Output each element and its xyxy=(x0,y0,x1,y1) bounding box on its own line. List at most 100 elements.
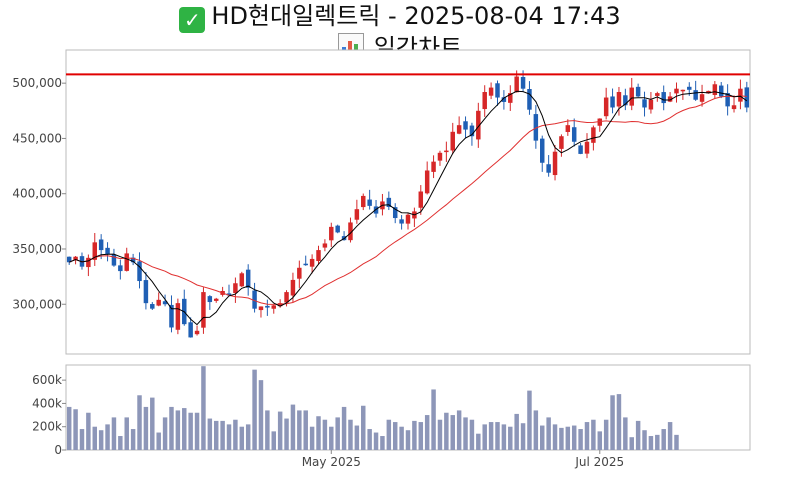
candle-body xyxy=(124,253,129,271)
volume-bar xyxy=(514,413,519,450)
chart-title-text: HD현대일렉트릭 - 2025-08-04 17:43 xyxy=(211,2,621,30)
candle-body xyxy=(66,256,72,263)
volume-bar xyxy=(361,405,366,450)
candle-body xyxy=(693,90,698,100)
candle-body xyxy=(559,136,564,149)
price-tick-label: 300,000 xyxy=(12,297,62,311)
volume-bar xyxy=(674,434,679,450)
candle-body xyxy=(201,292,206,328)
volume-bar xyxy=(182,408,187,450)
candle-body xyxy=(501,97,507,102)
volume-bar xyxy=(309,426,315,450)
volume-bar xyxy=(380,436,385,450)
volume-bar xyxy=(508,426,513,450)
volume-bar xyxy=(584,422,590,450)
candle-body xyxy=(290,279,296,296)
candle-body xyxy=(188,322,193,338)
candle-body xyxy=(616,92,622,107)
candle-body xyxy=(482,92,487,110)
volume-bar xyxy=(233,419,238,450)
candle-body xyxy=(546,164,551,173)
volume-tick-label: 200k xyxy=(32,420,62,434)
volume-bar xyxy=(226,424,232,450)
price-tick-label: 350,000 xyxy=(12,242,62,256)
candle-body xyxy=(514,76,519,93)
candle-body xyxy=(239,273,245,287)
volume-bar xyxy=(591,419,596,450)
candle-body xyxy=(424,170,430,194)
candle-body xyxy=(226,293,232,296)
candle-body xyxy=(667,96,673,102)
volume-bar xyxy=(482,424,487,450)
candle-body xyxy=(725,93,730,107)
candle-body xyxy=(418,191,424,208)
candle-body xyxy=(162,301,168,305)
candle-body xyxy=(213,298,219,301)
volume-bar xyxy=(623,417,628,450)
volume-bar xyxy=(284,418,289,450)
candle-body xyxy=(527,89,532,110)
volume-tick-label: 0 xyxy=(54,443,62,457)
candle-body xyxy=(130,257,136,263)
candle-body xyxy=(706,90,711,94)
volume-bar xyxy=(386,419,392,450)
candle-body xyxy=(680,89,686,92)
candle-body xyxy=(520,76,526,89)
candle-body xyxy=(284,292,289,303)
check-mark-icon: ✓ xyxy=(179,7,206,33)
volume-bar xyxy=(431,389,436,450)
volume-bar xyxy=(73,409,78,450)
volume-bar xyxy=(137,395,142,450)
candle-body xyxy=(118,265,123,272)
candle-body xyxy=(450,131,455,151)
volume-bar xyxy=(520,423,526,450)
candle-body xyxy=(610,96,615,108)
candle-body xyxy=(194,330,200,335)
volume-tick-label: 600k xyxy=(32,373,62,387)
volume-bar xyxy=(79,429,85,450)
volume-bar xyxy=(578,429,583,450)
volume-bar xyxy=(143,406,149,450)
candle-body xyxy=(322,243,328,248)
candle-body xyxy=(309,258,315,267)
volume-bar xyxy=(316,416,321,450)
volume-bar xyxy=(412,420,417,450)
price-panel: 300,000 350,000 400,000 450,000 500,000 xyxy=(12,49,751,355)
volume-bar xyxy=(188,412,193,450)
volume-bar xyxy=(86,412,91,450)
candle-body xyxy=(469,125,475,137)
candle-body xyxy=(642,99,647,108)
candle-body xyxy=(456,125,462,134)
candle-body xyxy=(399,219,404,224)
candle-body xyxy=(156,299,161,306)
volume-bar xyxy=(194,412,200,450)
candle-body xyxy=(348,222,353,241)
candle-body xyxy=(143,280,149,304)
price-tick-label: 500,000 xyxy=(12,76,62,90)
volume-bar xyxy=(546,417,551,450)
volume-bar xyxy=(437,419,443,450)
volume-bar xyxy=(329,426,334,450)
volume-bar xyxy=(456,410,462,450)
price-tick-label: 450,000 xyxy=(12,131,62,145)
volume-bar xyxy=(667,422,673,450)
volume-bar xyxy=(476,433,481,450)
volume-bar xyxy=(642,430,647,450)
volume-tick-label: 400k xyxy=(32,396,62,410)
volume-bar xyxy=(373,432,379,450)
candle-body xyxy=(175,303,181,330)
candle-body xyxy=(738,88,743,102)
volume-bar xyxy=(463,417,468,450)
volume-bar xyxy=(392,422,398,450)
volume-bar xyxy=(118,436,123,450)
candle-body xyxy=(98,239,104,251)
candle-body xyxy=(699,94,705,102)
volume-bar xyxy=(367,429,372,450)
candle-body xyxy=(635,86,641,97)
candle-body xyxy=(73,256,78,261)
volume-bar xyxy=(265,410,270,450)
candle-body xyxy=(386,197,392,207)
candle-body xyxy=(661,92,666,104)
candle-body xyxy=(488,87,494,96)
candle-body xyxy=(92,242,98,260)
